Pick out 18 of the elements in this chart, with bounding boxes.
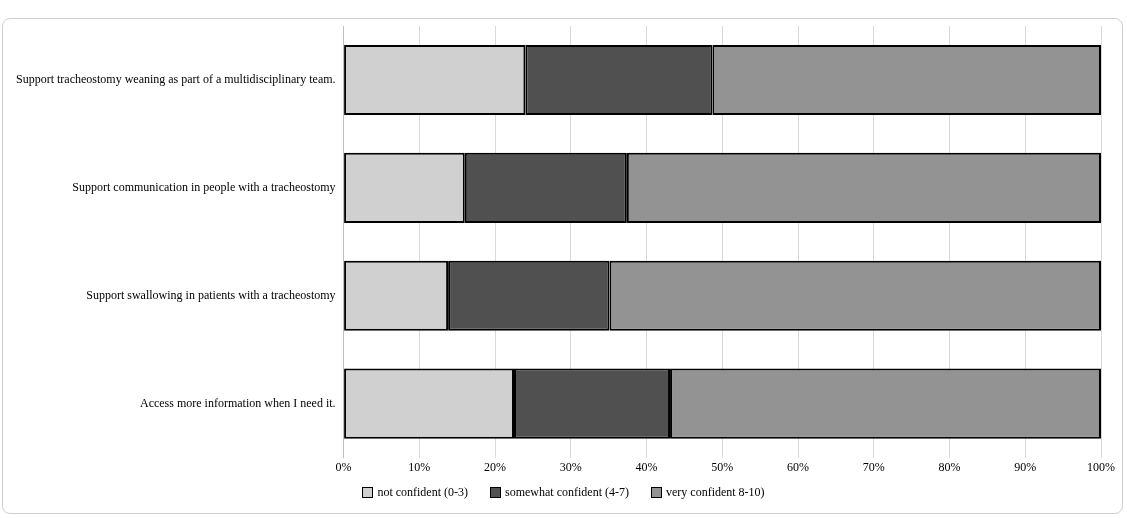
x-tick-label: 50% (711, 459, 734, 474)
x-tick-label: 40% (635, 459, 658, 474)
y-tick-label: Access more information when I need it. (139, 395, 336, 410)
legend-label: very confident 8-10) (665, 485, 765, 500)
x-tick-label: 70% (862, 459, 885, 474)
legend-label: not confident (0-3) (377, 485, 469, 500)
legend-label: somewhat confident (4-7) (505, 485, 629, 500)
x-tick-label: 0% (335, 459, 352, 474)
x-tick-label: 100% (1087, 459, 1115, 474)
y-tick-label: Support swallowing in patients with a tracheostomy (86, 287, 336, 302)
x-tick-label: 10% (408, 459, 431, 474)
x-tick-label: 30% (559, 459, 582, 474)
y-tick-label: Support communication in people with a tracheostomy (72, 180, 336, 195)
x-tick-label: 90% (1014, 459, 1037, 474)
x-tick-label: 20% (484, 459, 507, 474)
y-tick-label: Support tracheostomy weaning as part of a multidisciplinary team. (15, 72, 336, 87)
x-tick-label: 80% (938, 459, 961, 474)
x-tick-label: 60% (787, 459, 810, 474)
